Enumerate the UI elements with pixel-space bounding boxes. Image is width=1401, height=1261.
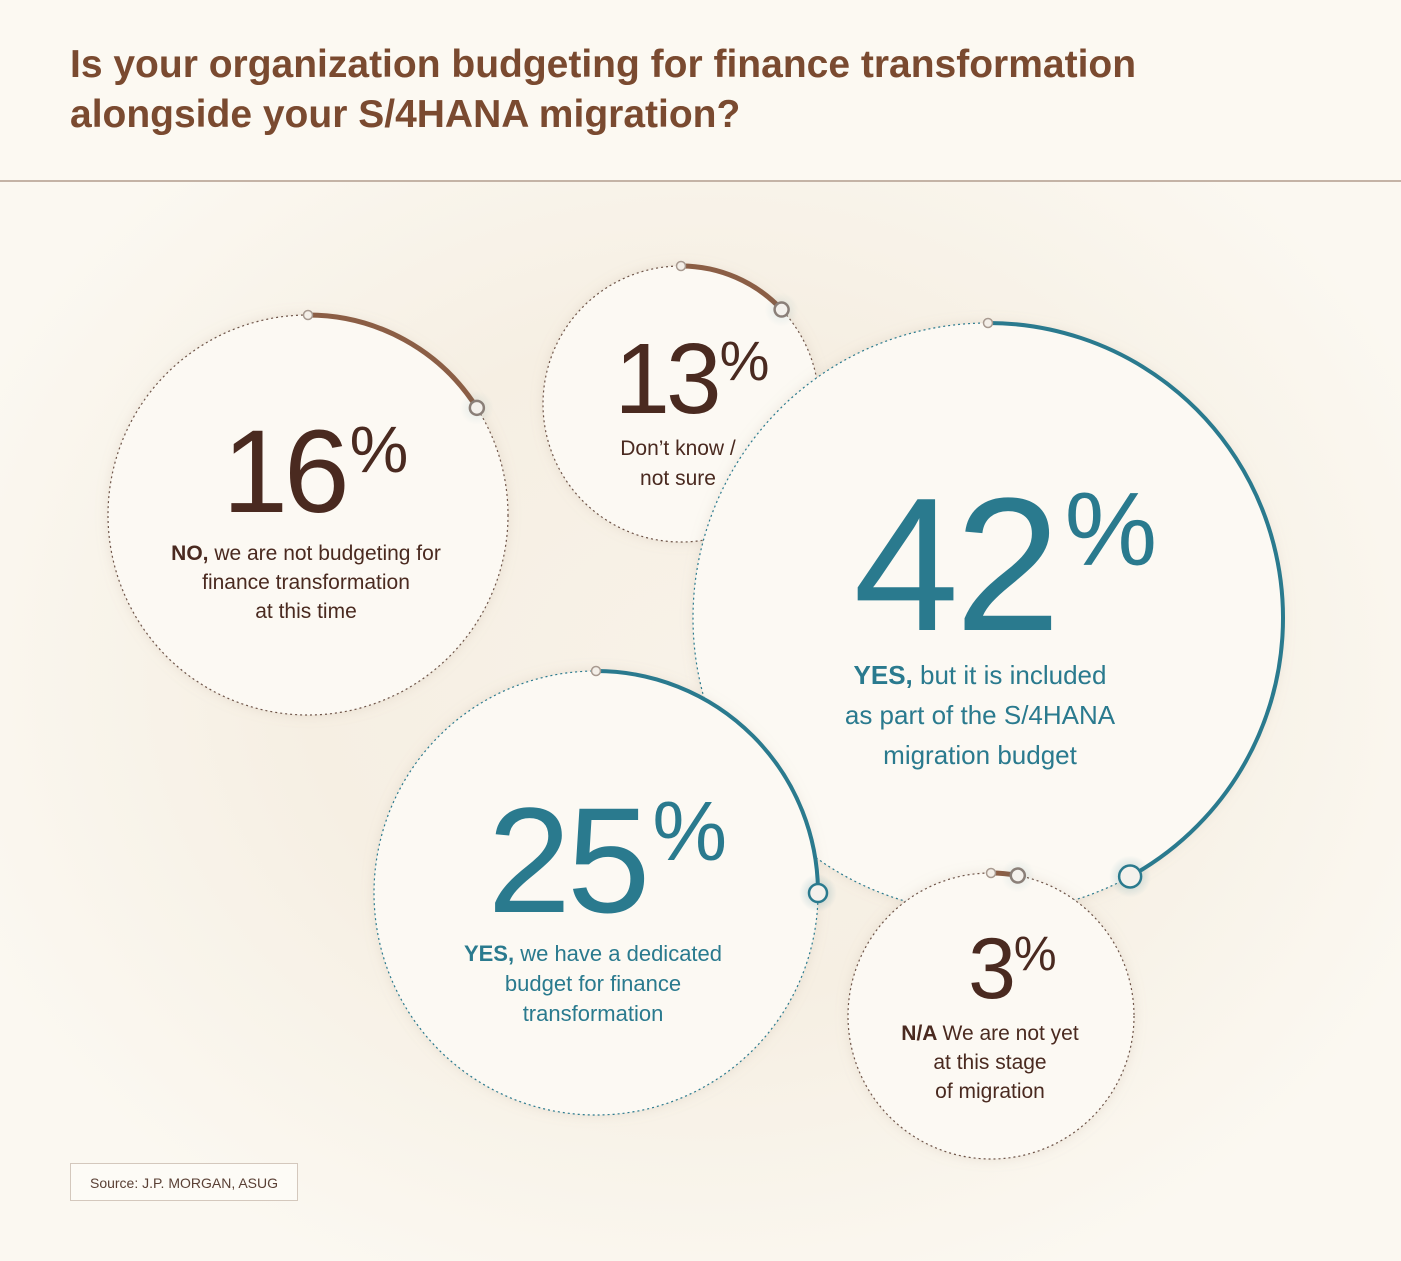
- bubble-fill: [848, 873, 1134, 1159]
- value-label: 16: [222, 406, 345, 538]
- arc-end-dot: [1009, 867, 1027, 884]
- arc-end-dot: [1117, 864, 1143, 889]
- description-line: budget for finance: [505, 971, 681, 996]
- bubble-42: 42 % YES, but it is included as part of the…: [692, 317, 1285, 914]
- description-text: We are not yet: [943, 1022, 1079, 1045]
- source-note: Source: J.P. MORGAN, ASUG: [70, 1163, 298, 1201]
- chart-title: Is your organization budgeting for finan…: [70, 40, 1270, 140]
- unit-label: %: [350, 412, 409, 486]
- bubble-outline: [847, 872, 1135, 1160]
- unit-label: %: [720, 329, 770, 392]
- description-line: YES, but it is included: [854, 660, 1107, 690]
- description-line: as part of the S/4HANA: [845, 700, 1116, 730]
- value-label: 3: [968, 921, 1013, 1017]
- value-label: 25: [488, 776, 647, 944]
- description-line: NO, we are not budgeting for: [171, 542, 441, 565]
- arc-start-dot: [302, 309, 314, 321]
- arc-start-dot: [982, 317, 994, 329]
- description-text: at this stage: [933, 1051, 1046, 1074]
- title-line-1: Is your organization budgeting for finan…: [70, 43, 1137, 86]
- bubble-3: 3 % N/A We are not yet at this stage of migr…: [847, 858, 1135, 1160]
- description-text: of migration: [935, 1080, 1045, 1103]
- description-line: N/A We are not yet: [901, 1022, 1079, 1045]
- unit-label: %: [1065, 472, 1157, 588]
- title-line-2: alongside your S/4HANA migration?: [70, 93, 741, 136]
- description-text: not sure: [640, 467, 716, 490]
- description-bold: N/A: [901, 1022, 942, 1045]
- description-text: but it is included: [920, 660, 1106, 690]
- description-line: finance transformation: [202, 571, 410, 594]
- description-text: we have a dedicated: [519, 941, 722, 966]
- description-bold: NO,: [171, 542, 214, 565]
- unit-label: %: [1014, 928, 1057, 981]
- arc-start-dot: [590, 665, 602, 677]
- description-line: YES, we have a dedicated: [464, 941, 722, 966]
- description-line: at this stage: [933, 1051, 1046, 1074]
- bubble-fill: [108, 315, 508, 715]
- description-text: as part of the S/4HANA: [845, 700, 1116, 730]
- description-line: of migration: [935, 1080, 1045, 1103]
- bubble-outline: [107, 314, 509, 716]
- description-text: we are not budgeting for: [213, 542, 441, 565]
- description-text: migration budget: [883, 740, 1077, 770]
- unit-label: %: [652, 784, 727, 878]
- value-arc: [986, 321, 1285, 879]
- value-label: 42: [853, 459, 1056, 671]
- description-line: transformation: [523, 1001, 664, 1026]
- description-line: at this time: [255, 600, 357, 623]
- description-line: Don’t know /: [620, 437, 736, 460]
- value-label: 13: [614, 323, 718, 435]
- description-text: finance transformation: [202, 571, 410, 594]
- description-text: at this time: [255, 600, 357, 623]
- description-line: migration budget: [883, 740, 1077, 770]
- description-text: budget for finance: [505, 971, 681, 996]
- bubble-25: 25 % YES, we have a dedicated budget for fi…: [373, 665, 837, 1116]
- header: Is your organization budgeting for finan…: [0, 0, 1401, 182]
- description-text: transformation: [523, 1001, 664, 1026]
- description-bold: YES,: [854, 660, 920, 690]
- arc-start-dot: [675, 260, 687, 272]
- bubble-fill: [693, 323, 1283, 913]
- description-bold: YES,: [464, 941, 520, 966]
- arc-end-dot: [807, 882, 829, 904]
- bubble-fill: [374, 671, 818, 1115]
- arc-end-dot: [468, 399, 486, 417]
- description-line: not sure: [640, 467, 716, 490]
- arc-end-dot: [773, 301, 790, 318]
- value-arc: [594, 669, 820, 895]
- value-arc: [305, 312, 480, 411]
- arc-start-dot: [985, 867, 997, 879]
- description-text: Don’t know /: [620, 437, 736, 460]
- bubble-16: 16 % NO, we are not budgeting for finance t…: [107, 309, 509, 716]
